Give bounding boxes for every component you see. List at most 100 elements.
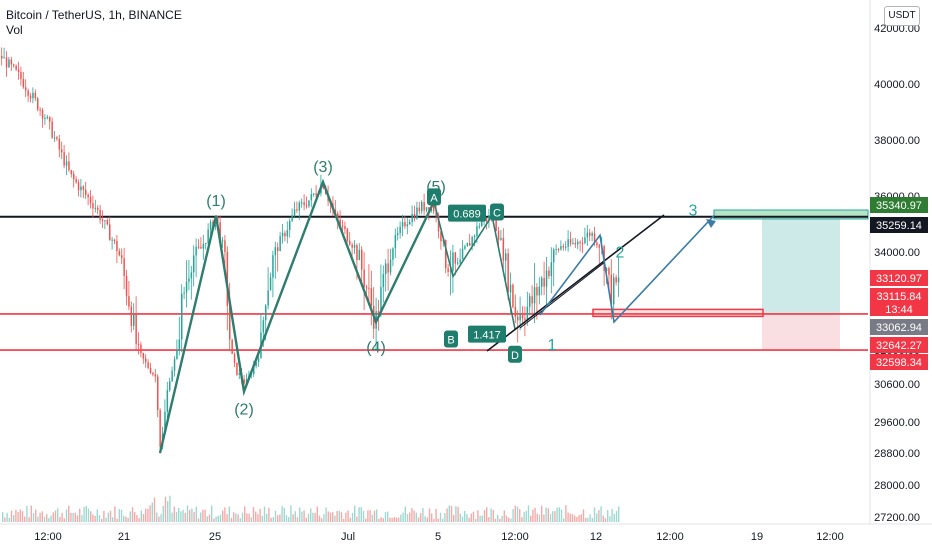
target-zone (762, 216, 840, 314)
candle-body (351, 244, 353, 248)
candle-body (61, 149, 63, 153)
volume-bar (70, 512, 72, 522)
volume-bar (468, 517, 470, 522)
candle-body (488, 215, 490, 222)
volume-bar (402, 512, 404, 522)
volume-bar (134, 512, 136, 522)
volume-bar (180, 511, 182, 522)
candle-body (562, 246, 565, 248)
volume-bar (321, 518, 323, 522)
x-tick-label: 19 (751, 531, 763, 543)
volume-bar (17, 512, 19, 522)
volume-bar (521, 517, 523, 522)
volume-bar (347, 510, 349, 522)
candle-body (461, 248, 464, 260)
candle-body (99, 209, 101, 220)
price-tag-label: 33062.94 (876, 322, 922, 334)
candle-body (473, 236, 476, 238)
volume-bar (431, 513, 433, 522)
candle-body (169, 381, 171, 391)
chart-legend: Bitcoin / TetherUS, 1h, BINANCE Vol (6, 8, 182, 38)
volume-bar (235, 513, 237, 522)
candle-body (224, 240, 226, 253)
volume-bar (59, 517, 61, 522)
volume-bar (184, 512, 186, 522)
wave-label: 3 (689, 203, 698, 220)
volume-bar (140, 510, 142, 522)
volume-bar (508, 517, 510, 522)
candle-body (361, 249, 363, 270)
currency-button[interactable]: USDT (884, 6, 920, 26)
volume-bar (160, 514, 162, 522)
candle-body (289, 220, 291, 231)
volume-bar (21, 511, 24, 522)
candle-body (229, 306, 231, 340)
candle-body (221, 240, 224, 242)
volume-bar (338, 510, 340, 522)
trendline-lower (486, 214, 665, 352)
price-tag-label: 32598.34 (876, 357, 922, 369)
volume-bar (101, 518, 103, 522)
volume-bar (442, 518, 444, 522)
candle-body (613, 277, 615, 305)
volume-bar (114, 506, 116, 522)
candle-body (63, 152, 65, 166)
candle-body (92, 203, 94, 209)
volume-bar (8, 517, 10, 522)
candle-body (555, 249, 557, 251)
volume-bar (415, 512, 417, 522)
candle-body (178, 339, 181, 351)
y-tick-label: 34000.00 (874, 247, 920, 259)
x-tick-label: 12:00 (656, 531, 684, 543)
candle-body (589, 232, 591, 236)
volume-bar (422, 508, 424, 522)
candle-body (51, 121, 53, 138)
volume-bar (268, 507, 270, 522)
volume-bar (325, 507, 327, 522)
volume-bar (233, 512, 235, 522)
volume-bar (618, 506, 620, 522)
volume-bar (285, 515, 288, 522)
candle-body (313, 193, 315, 195)
candle-body (593, 233, 596, 243)
volume-bar (270, 517, 272, 522)
candle-body (365, 287, 368, 289)
volume-bar (475, 518, 477, 522)
candle-body (598, 245, 601, 248)
candle-body (109, 224, 111, 241)
candle-body (397, 233, 399, 235)
volume-bar (39, 512, 41, 522)
volume-bar (153, 497, 156, 522)
volume-bar (213, 518, 215, 522)
volume-bar (329, 512, 332, 522)
candle-body (404, 222, 406, 227)
volume-bar (481, 515, 483, 522)
candle-body (207, 229, 209, 244)
candle-body (341, 225, 344, 227)
volume-bar (549, 514, 552, 522)
volume-bar (26, 505, 28, 522)
volume-bar (277, 515, 279, 522)
volume-bar (523, 511, 525, 522)
candle-body (569, 239, 572, 244)
candle-body (262, 320, 265, 333)
candle-body (545, 270, 548, 287)
price-tag-label: 32642.27 (876, 340, 922, 352)
candle-body (13, 64, 15, 66)
volume-bar (380, 517, 382, 522)
volume-bar (494, 518, 497, 522)
volume-bar (318, 515, 321, 522)
volume-bar (420, 513, 422, 522)
volume-bar (400, 514, 402, 522)
candle-body (104, 220, 106, 222)
candle-body (553, 249, 555, 263)
candle-body (125, 275, 128, 297)
candle-body (512, 284, 514, 307)
candle-body (466, 243, 469, 247)
candle-body (152, 372, 154, 375)
candle-body (135, 314, 137, 344)
wave-label: (3) (313, 159, 333, 176)
volume-bar (48, 517, 50, 522)
candle-body (377, 311, 380, 316)
